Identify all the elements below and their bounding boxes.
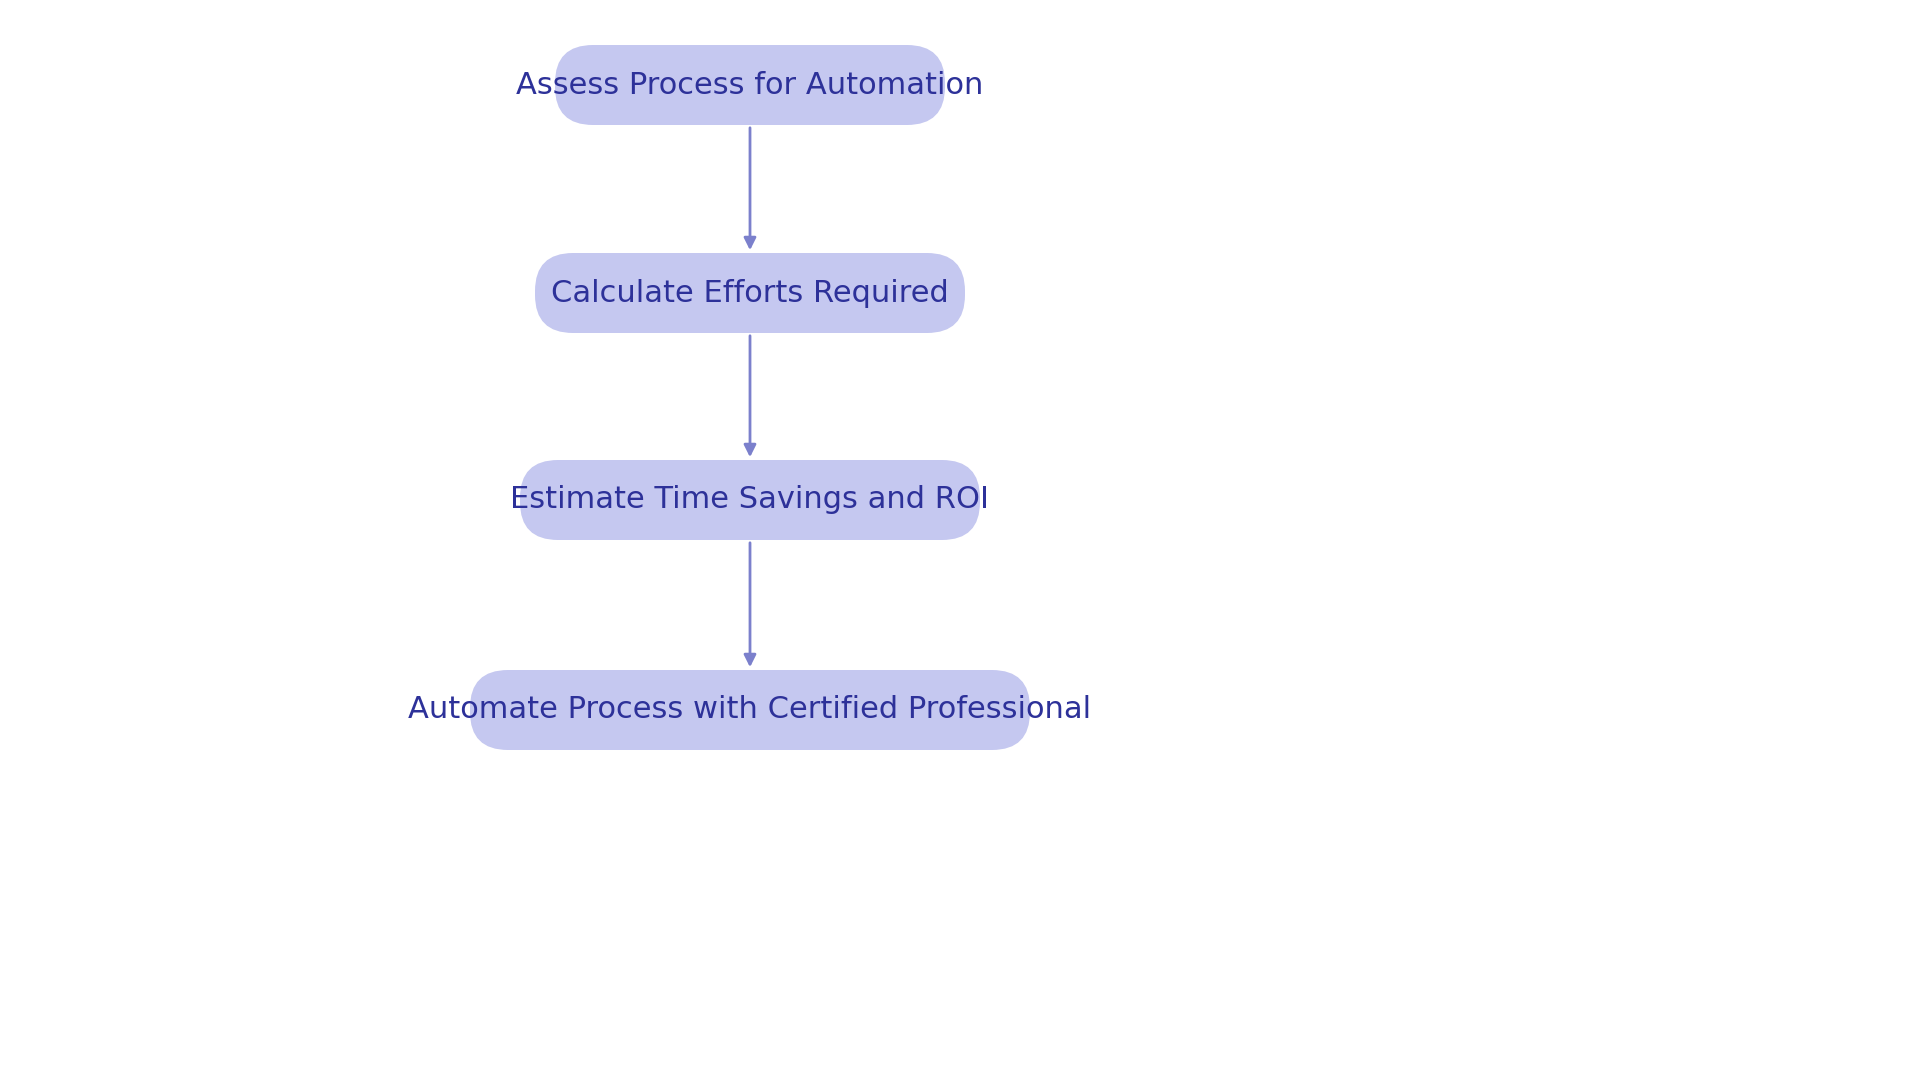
Text: Calculate Efforts Required: Calculate Efforts Required [551, 278, 948, 308]
FancyBboxPatch shape [536, 253, 966, 332]
FancyBboxPatch shape [555, 45, 945, 125]
Text: Assess Process for Automation: Assess Process for Automation [516, 70, 983, 100]
Text: Automate Process with Certified Professional: Automate Process with Certified Professi… [409, 695, 1092, 725]
FancyBboxPatch shape [470, 670, 1029, 751]
Text: Estimate Time Savings and ROI: Estimate Time Savings and ROI [511, 485, 989, 514]
FancyBboxPatch shape [520, 460, 979, 540]
